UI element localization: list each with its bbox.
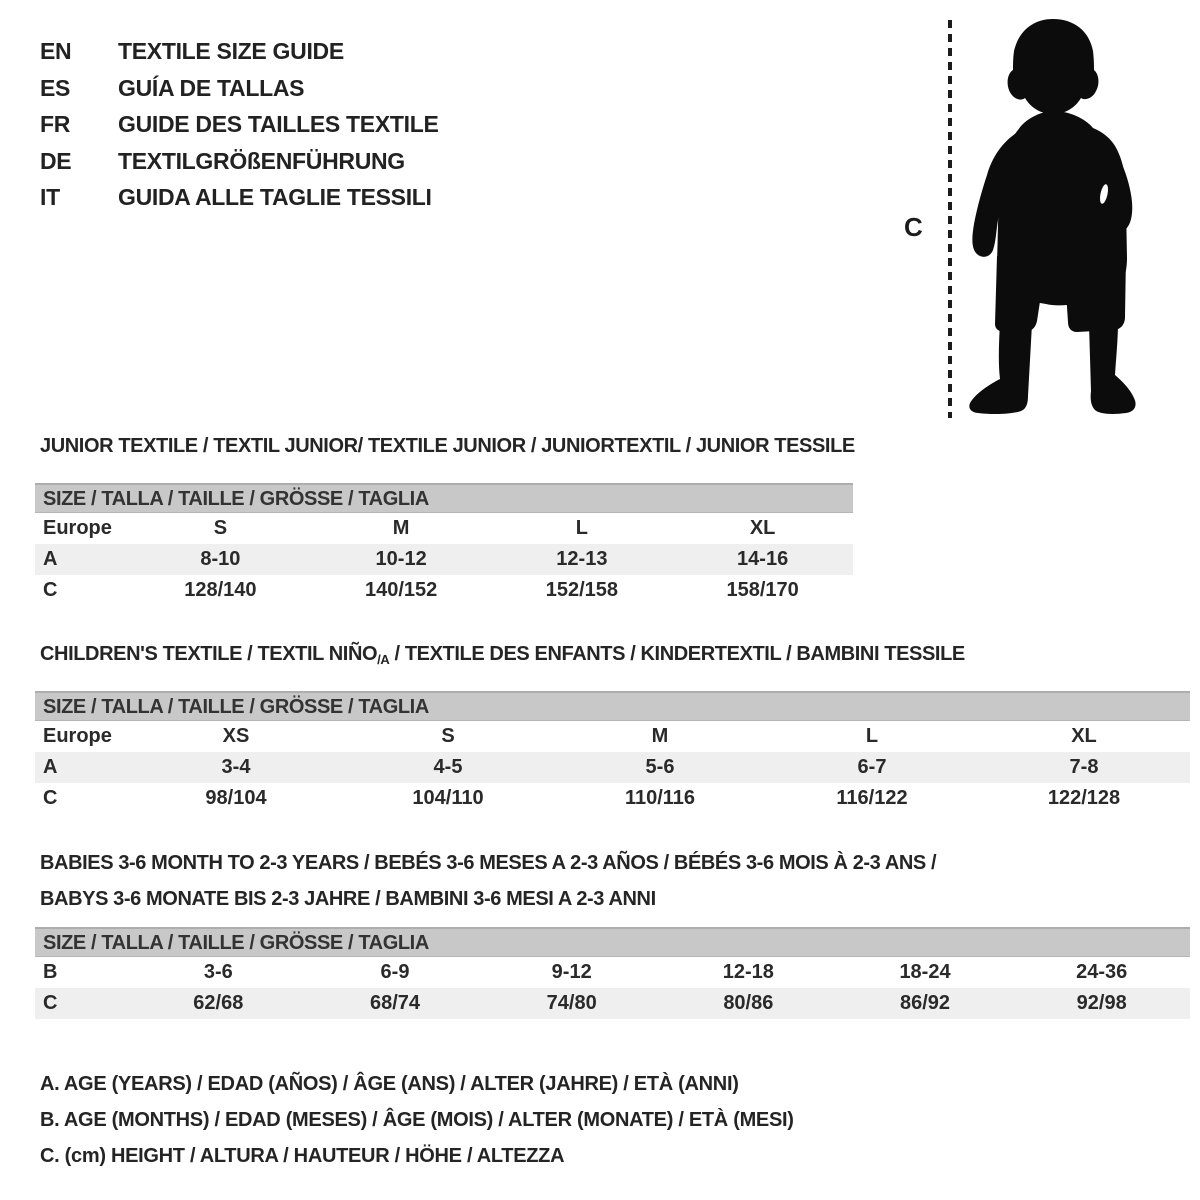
row-label: B [43,961,58,983]
row-label: Europe [43,517,112,539]
height-cell: 122/128 [1047,787,1121,809]
age-cell: 9-12 [551,961,592,983]
age-cell: 12-18 [722,961,774,983]
height-cell: 104/110 [412,787,484,809]
legend-age-years: A. AGE (YEARS) / EDAD (AÑOS) / ÂGE (ANS)… [40,1073,739,1095]
row-label: A [43,548,58,570]
size-cell: XL [1071,725,1097,747]
height-cell: 92/98 [1076,992,1127,1014]
height-cell: 86/92 [899,992,951,1014]
size-cell: XS [222,725,250,747]
row-label: Europe [43,725,112,747]
table-row-height: C 98/104 104/110 110/116 116/122 122/128 [35,783,1190,814]
height-cell: 80/86 [723,992,774,1014]
height-cell: 128/140 [184,579,257,601]
language-title-list: EN TEXTILE SIZE GUIDE ES GUÍA DE TALLAS … [40,33,439,216]
height-cell: 98/104 [205,787,267,809]
table-row-height: C 62/68 68/74 74/80 80/86 86/92 92/98 [35,988,1190,1019]
language-code: ES [40,74,71,101]
age-cell: 6-7 [857,756,887,778]
height-cell: 158/170 [726,579,799,601]
legend-age-months: B. AGE (MONTHS) / EDAD (MESES) / ÂGE (MO… [40,1109,794,1131]
junior-section-title: JUNIOR TEXTILE / TEXTIL JUNIOR/ TEXTILE … [40,435,855,457]
row-label: C [43,787,58,809]
height-cell: 152/158 [545,579,619,601]
guide-title-fr: GUIDE DES TAILLES TEXTILE [118,111,439,137]
measurement-legend: A. AGE (YEARS) / EDAD (AÑOS) / ÂGE (ANS)… [40,1066,794,1174]
size-cell: XL [749,517,776,539]
age-cell: 18-24 [899,961,951,983]
children-title-main: CHILDREN'S TEXTILE / TEXTIL NIÑO [40,643,378,665]
size-cell: M [651,725,669,747]
language-row-en: EN TEXTILE SIZE GUIDE [40,33,439,70]
height-cell: 140/152 [364,579,438,601]
legend-height-cm: C. (cm) HEIGHT / ALTURA / HAUTEUR / HÖHE… [40,1145,565,1167]
age-cell: 12-13 [556,548,608,570]
babies-section-title-line2: BABYS 3-6 MONATE BIS 2-3 JAHRE / BAMBINI… [40,888,656,910]
language-row-it: IT GUIDA ALLE TAGLIE TESSILI [40,179,439,216]
table-row-europe: Europe XS S M L XL [35,721,1190,752]
size-cell: L [865,725,879,747]
height-cell: 110/116 [624,787,696,809]
size-header-bar: SIZE / TALLA / TAILLE / GRÖSSE / TAGLIA [35,483,853,513]
size-cell: L [575,517,588,539]
row-label: C [43,992,58,1014]
guide-title-es: GUÍA DE TALLAS [118,74,305,101]
language-row-de: DE TEXTILGRÖßENFÜHRUNG [40,143,439,180]
age-cell: 10-12 [375,548,427,570]
age-cell: 14-16 [737,548,789,570]
height-cell: 68/74 [369,992,421,1014]
language-code: DE [40,147,72,174]
size-cell: M [392,517,410,539]
language-code: IT [40,184,60,210]
row-label: A [43,756,58,778]
table-row-europe: Europe S M L XL [35,513,853,544]
junior-size-table: SIZE / TALLA / TAILLE / GRÖSSE / TAGLIA … [35,483,853,606]
height-measure-label: C [904,212,923,242]
size-header-bar: SIZE / TALLA / TAILLE / GRÖSSE / TAGLIA [35,927,1190,957]
table-row-age-months: B 3-6 6-9 9-12 12-18 18-24 24-36 [35,957,1190,988]
size-cell: S [441,725,455,747]
height-cell: 116/122 [836,787,908,809]
size-header-label: SIZE / TALLA / TAILLE / GRÖSSE / TAGLIA [43,696,429,718]
babies-size-table: SIZE / TALLA / TAILLE / GRÖSSE / TAGLIA … [35,927,1190,1019]
language-row-es: ES GUÍA DE TALLAS [40,70,439,107]
age-cell: 4-5 [433,756,463,778]
table-row-age: A 8-10 10-12 12-13 14-16 [35,544,853,575]
size-header-label: SIZE / TALLA / TAILLE / GRÖSSE / TAGLIA [43,488,429,510]
age-cell: 24-36 [1076,961,1128,983]
children-title-rest: / TEXTILE DES ENFANTS / KINDERTEXTIL / B… [389,643,966,665]
age-cell: 5-6 [645,756,675,778]
table-row-age: A 3-4 4-5 5-6 6-7 7-8 [35,752,1190,783]
guide-title-it: GUIDA ALLE TAGLIE TESSILI [118,184,432,210]
language-code: FR [40,111,71,137]
size-cell: S [213,517,228,539]
table-row-height: C 128/140 140/152 152/158 158/170 [35,575,853,606]
row-label: C [43,579,58,601]
guide-title-en: TEXTILE SIZE GUIDE [118,38,344,64]
children-section-title: CHILDREN'S TEXTILE / TEXTIL NIÑO/A / TEX… [40,643,965,667]
size-header-label: SIZE / TALLA / TAILLE / GRÖSSE / TAGLIA [43,932,429,954]
toddler-silhouette-icon [969,19,1136,415]
height-cell: 74/80 [546,992,597,1014]
guide-title-de: TEXTILGRÖßENFÜHRUNG [118,147,405,174]
height-dashed-line [948,20,952,418]
language-code: EN [40,38,72,64]
language-row-fr: FR GUIDE DES TAILLES TEXTILE [40,106,439,143]
age-cell: 7-8 [1069,756,1099,778]
babies-section-title-line1: BABIES 3-6 MONTH TO 2-3 YEARS / BEBÉS 3-… [40,852,937,874]
height-cell: 62/68 [193,992,244,1014]
size-header-bar: SIZE / TALLA / TAILLE / GRÖSSE / TAGLIA [35,691,1190,721]
age-cell: 3-6 [203,961,233,983]
children-title-subscript: /A [377,652,390,667]
age-cell: 3-4 [221,756,251,778]
age-cell: 6-9 [380,961,410,983]
age-cell: 8-10 [200,548,241,570]
children-size-table: SIZE / TALLA / TAILLE / GRÖSSE / TAGLIA … [35,691,1190,814]
